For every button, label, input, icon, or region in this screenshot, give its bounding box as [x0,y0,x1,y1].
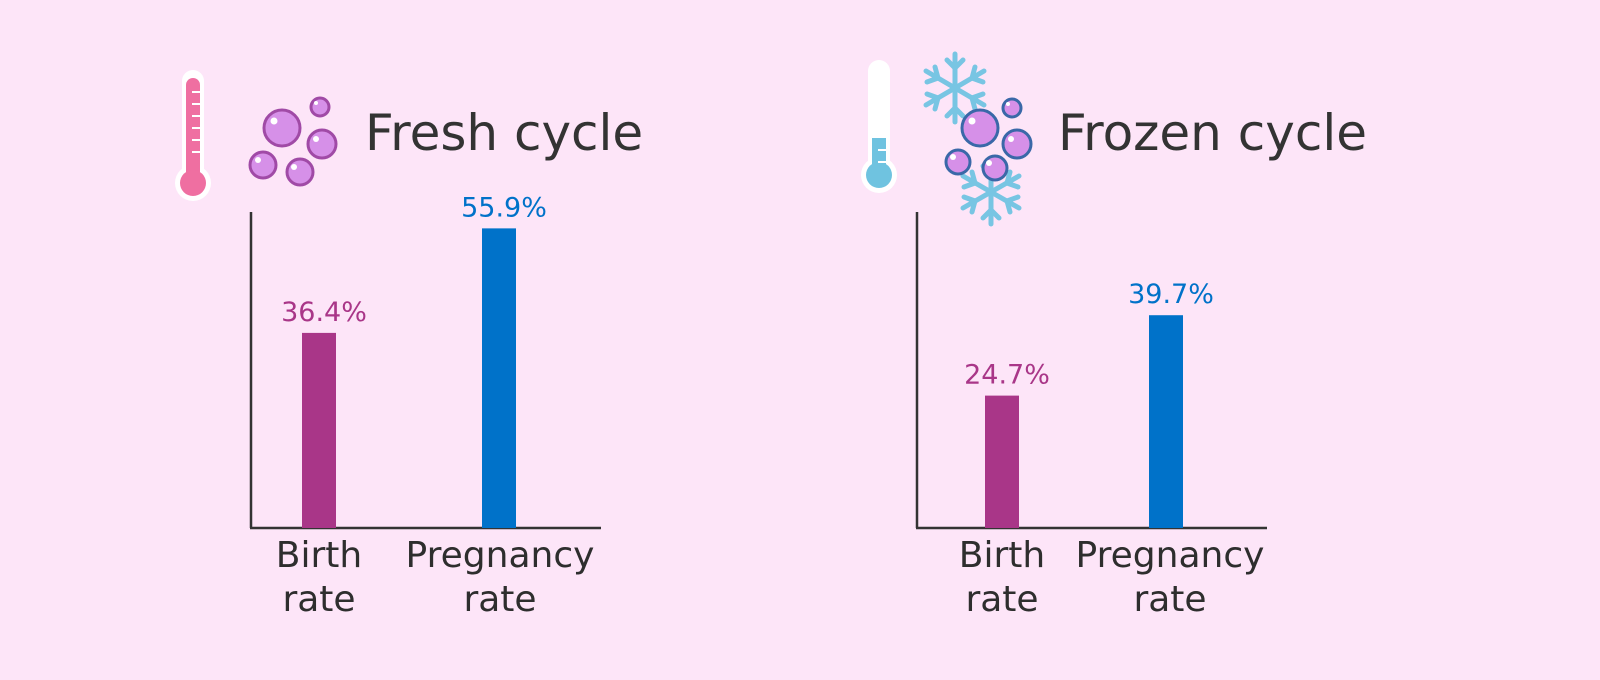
fresh-category-pregnancy-line1: Pregnancy [406,535,595,576]
fresh-category-birth-line1: Birth [276,535,362,576]
fresh-value-label-pregnancy-rate: 55.9% [461,192,547,223]
frozen-category-pregnancy-line1: Pregnancy [1076,535,1265,576]
embryo-cells-icon [248,96,338,187]
thermometer-hot-icon [175,70,211,201]
frozen-category-pregnancy-line2: rate [1133,579,1206,620]
frozen-embryo-cells-icon [944,97,1033,182]
fresh-category-birth-line2: rate [282,579,355,620]
fresh-category-pregnancy-line2: rate [463,579,536,620]
fresh-bar-birth-rate [302,332,336,528]
frozen-bar-birth-rate [985,395,1019,528]
snowflake-icon [923,51,987,125]
frozen-category-birth-line2: rate [965,579,1038,620]
frozen-category-birth-line1: Birth [959,535,1045,576]
frozen-bar-pregnancy-rate [1149,315,1183,528]
frozen-value-label-pregnancy-rate: 39.7% [1128,279,1214,310]
fresh-chart: 36.4% 55.9% Birth rate Pregnancy rate [249,192,601,620]
frozen-value-label-birth-rate: 24.7% [964,360,1050,391]
fresh-bar-pregnancy-rate [482,228,516,528]
fresh-chart-title: Fresh cycle [365,104,643,162]
frozen-chart-title: Frozen cycle [1058,104,1367,162]
fresh-value-label-birth-rate: 36.4% [281,297,367,328]
thermometer-cold-icon [861,60,897,193]
frozen-chart: 24.7% 39.7% Birth rate Pregnancy rate [915,212,1267,620]
